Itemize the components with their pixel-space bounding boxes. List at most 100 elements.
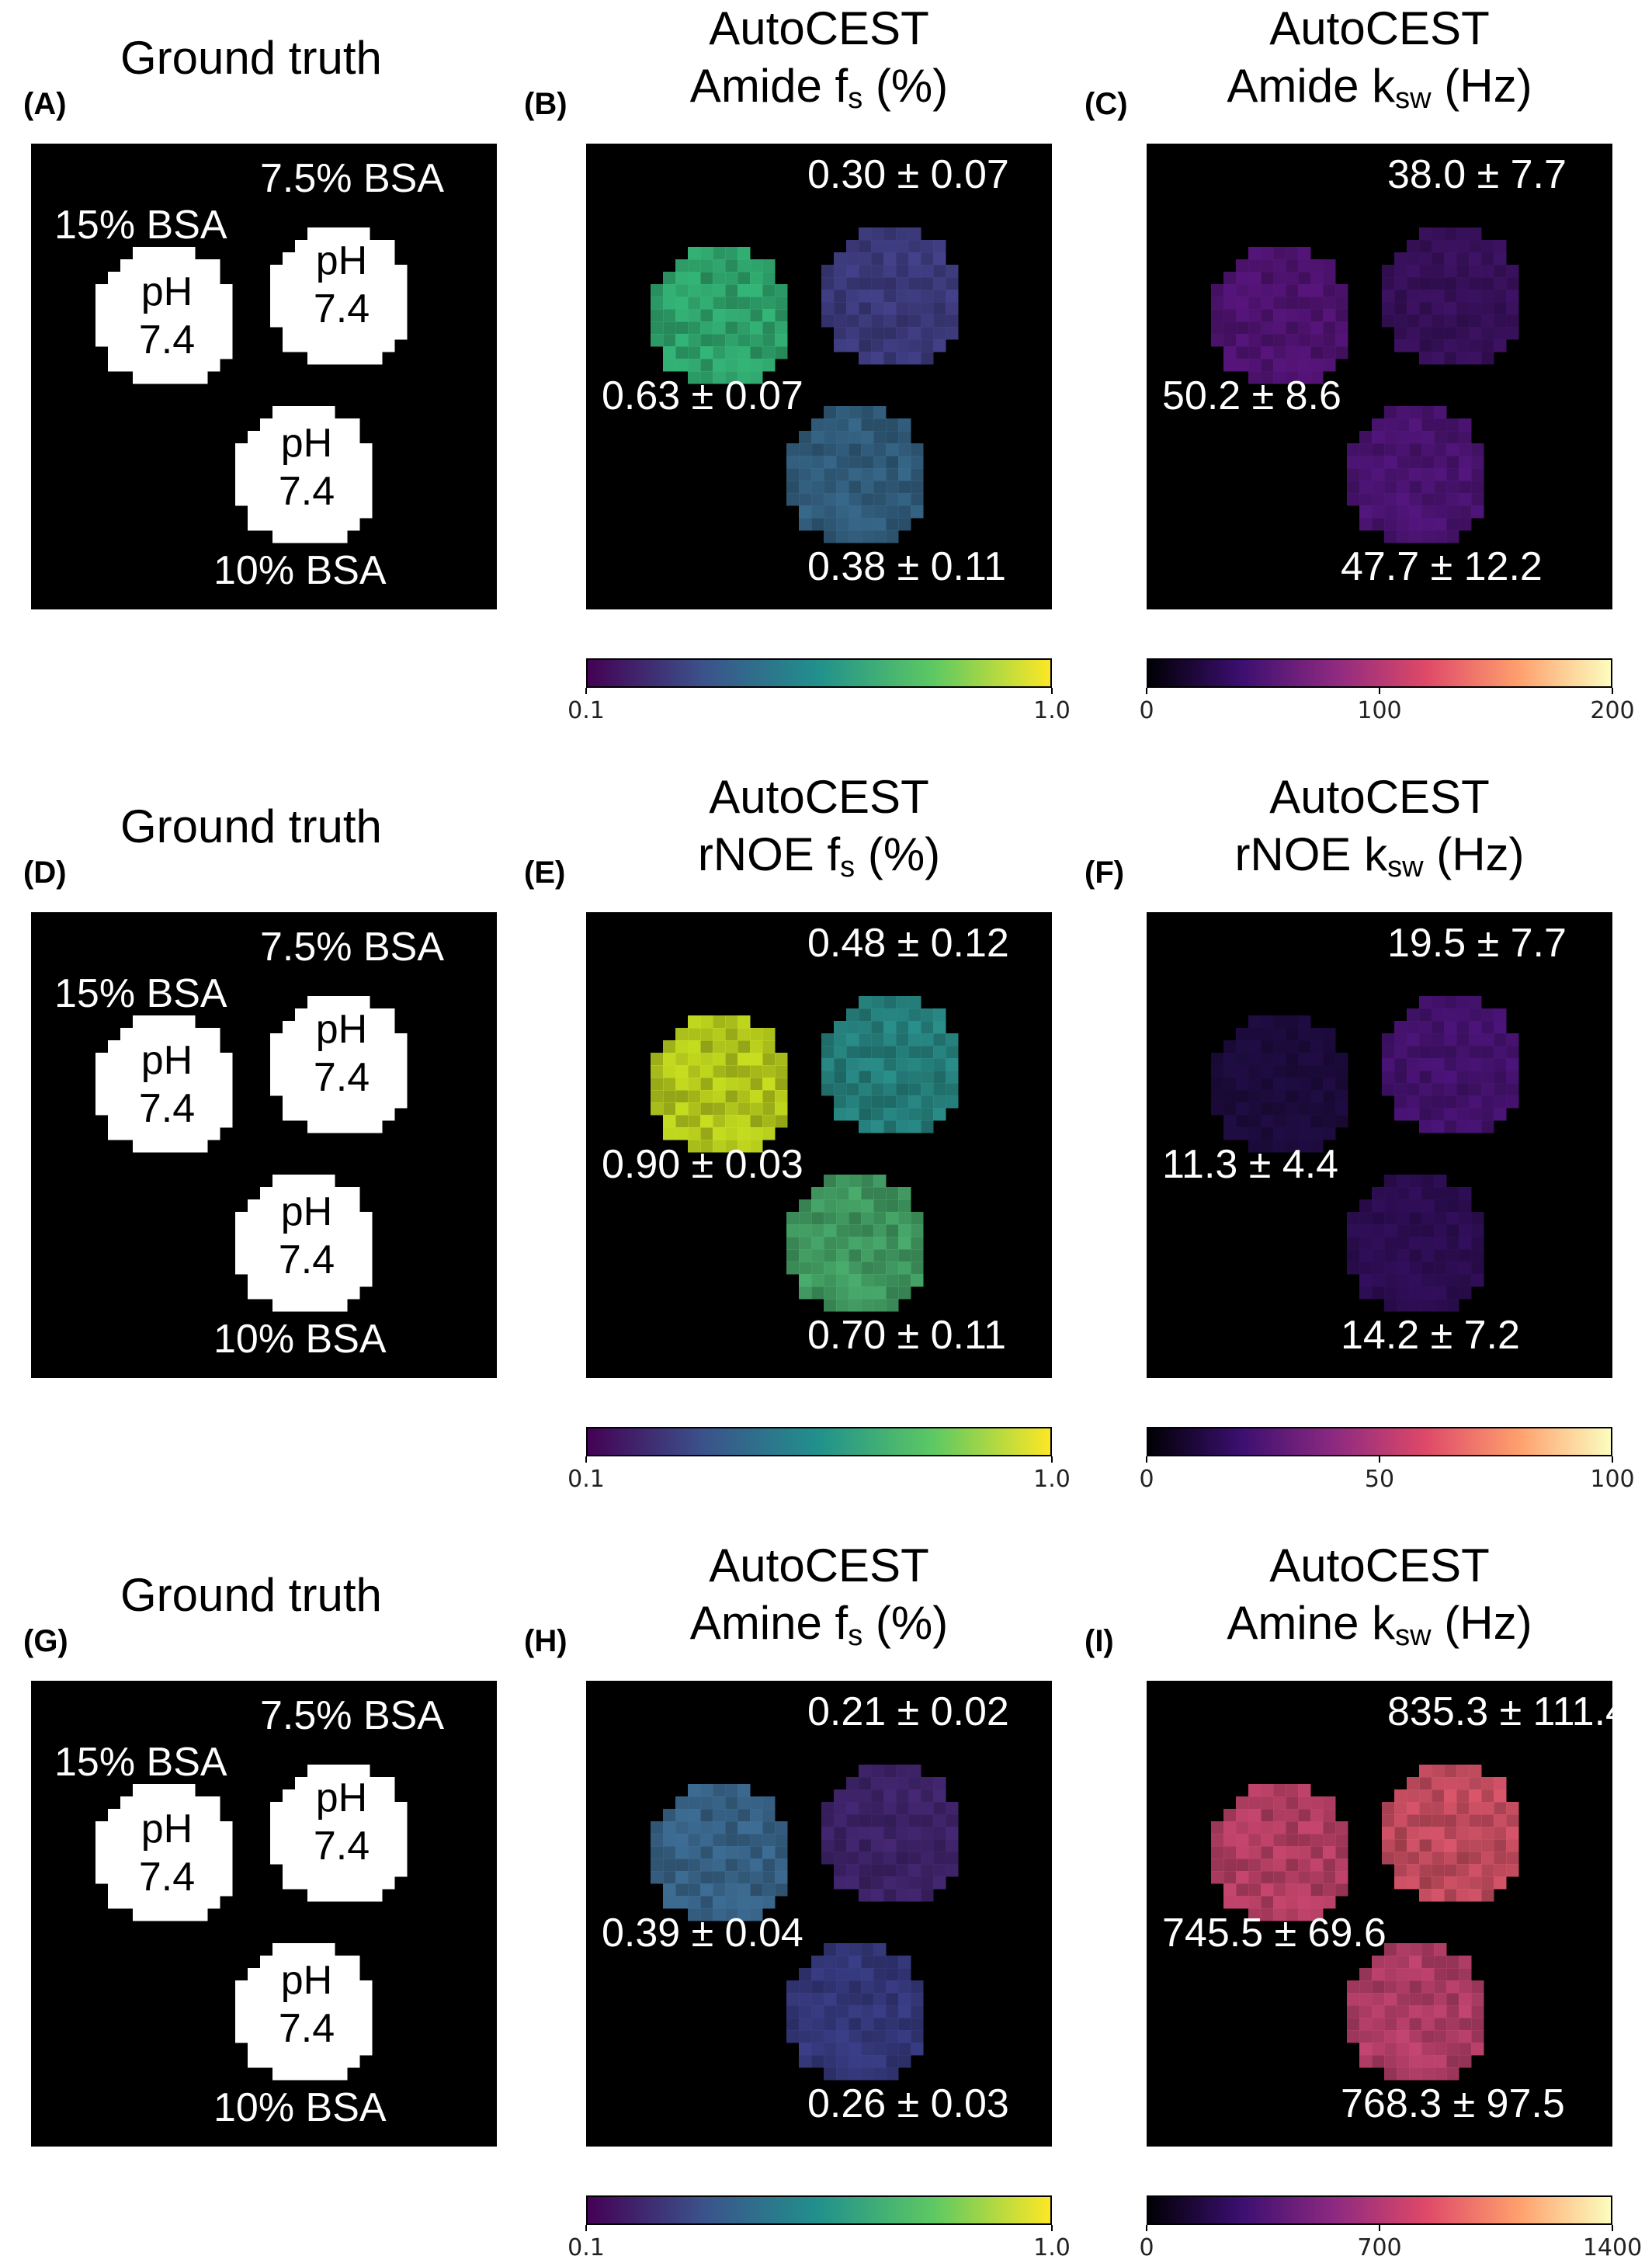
fs-map-panel: 0.30 ± 0.07 0.63 ± 0.07 0.38 ± 0.11 [586, 144, 1052, 609]
ph-value: 7.4 [313, 1055, 370, 1100]
bsa-label-10: 10% BSA [213, 2085, 387, 2130]
ph-text: pH [280, 1958, 333, 2003]
phantom-image [651, 1765, 959, 2081]
ph-value: 7.4 [313, 286, 370, 331]
colorbar-tick-label: 0.1 [567, 2234, 605, 2261]
fs-colorbar [586, 658, 1052, 688]
fs-map-panel: 0.21 ± 0.02 0.39 ± 0.04 0.26 ± 0.03 [586, 1681, 1052, 2147]
ph-label: pH 7.4 [272, 1774, 411, 1870]
colorbar-tick-label: 50 [1364, 1466, 1395, 1493]
ph-value: 7.4 [278, 1237, 335, 1282]
tube-7p5pct [821, 1765, 959, 1902]
colorbar-tick-label: 1.0 [1033, 697, 1071, 724]
title-line-1: AutoCEST [1269, 2, 1490, 54]
tube-10pct [235, 1943, 373, 2081]
stat-15pct: 50.2 ± 8.6 [1162, 373, 1341, 418]
panel-label: (C) [1085, 87, 1128, 121]
fs-map-panel: 0.48 ± 0.12 0.90 ± 0.03 0.70 ± 0.11 [586, 912, 1052, 1378]
tube-10pct [1347, 1175, 1484, 1312]
tube-7p5pct [1382, 996, 1519, 1133]
title-subscript: sw [1387, 851, 1424, 883]
colorbar-tick-mark [585, 688, 587, 694]
title-subscript: s [840, 851, 856, 883]
title-line-2: Amide ksw (Hz) [1100, 57, 1652, 127]
tube-15pct [1211, 1015, 1348, 1153]
ph-value: 7.4 [138, 1086, 196, 1131]
ksw-panel-title: AutoCEST Amine ksw (Hz) [1100, 1537, 1652, 1664]
ph-value: 7.4 [278, 469, 335, 514]
phantom-image [95, 1765, 408, 2081]
tube-10pct [1347, 1943, 1484, 2081]
ph-text: pH [315, 1775, 368, 1820]
ph-label: pH 7.4 [237, 419, 377, 515]
ph-text: pH [280, 1189, 333, 1234]
bsa-label-15: 15% BSA [54, 1740, 227, 1785]
bsa-label-7p5: 7.5% BSA [260, 1693, 445, 1738]
tube-7p5pct [1382, 227, 1519, 365]
colorbar-tick-label: 0.1 [567, 697, 605, 724]
tube-15pct [95, 247, 233, 384]
title-subscript: s [848, 1619, 863, 1652]
colorbar-tick-label: 0 [1139, 1466, 1154, 1493]
ground-truth-panel: 15% BSA 7.5% BSA 10% BSA pH 7.4 pH 7.4 pH 7.4 [31, 1681, 497, 2147]
ph-value: 7.4 [278, 2006, 335, 2051]
tube-15pct [651, 1784, 788, 1921]
title-main: Amine k [1227, 1597, 1396, 1649]
fs-panel-title: AutoCEST Amine fs (%) [540, 1537, 1098, 1664]
tube-15pct [651, 1015, 788, 1153]
tube-15pct [651, 247, 788, 384]
stat-7p5pct: 0.30 ± 0.07 [807, 152, 1009, 197]
stat-7p5pct: 38.0 ± 7.7 [1387, 152, 1567, 197]
colorbar-tick-label: 0 [1139, 2234, 1154, 2261]
phantom-image [651, 227, 959, 543]
ksw-colorbar [1147, 658, 1612, 688]
fs-panel-title: AutoCEST Amide fs (%) [540, 0, 1098, 127]
colorbar-tick-mark [1379, 2225, 1380, 2231]
colorbar-tick-label: 100 [1590, 1466, 1635, 1493]
stat-7p5pct: 835.3 ± 111.4 [1387, 1689, 1628, 1734]
ksw-panel-title: AutoCEST rNOE ksw (Hz) [1100, 769, 1652, 896]
colorbar-tick-label: 1.0 [1033, 2234, 1071, 2261]
title-main: Amide k [1227, 60, 1396, 112]
fs-colorbar [586, 1427, 1052, 1456]
tube-7p5pct [821, 227, 959, 365]
colorbar-tick-mark [1612, 688, 1613, 694]
tube-10pct [1347, 406, 1484, 543]
tube-10pct [786, 1943, 924, 2081]
title-line-2: rNOE fs (%) [540, 826, 1098, 896]
title-main: rNOE f [697, 828, 841, 880]
stat-15pct: 0.90 ± 0.03 [602, 1142, 803, 1187]
stat-15pct: 11.3 ± 4.4 [1162, 1142, 1339, 1187]
stat-15pct: 0.63 ± 0.07 [602, 373, 803, 418]
panel-label: (D) [23, 856, 67, 890]
stat-10pct: 768.3 ± 97.5 [1341, 2081, 1565, 2126]
ph-text: pH [315, 238, 368, 283]
tube-7p5pct [1382, 1765, 1519, 1902]
phantom-image [1211, 996, 1519, 1312]
bsa-label-15: 15% BSA [54, 203, 227, 248]
colorbar-tick-label: 0 [1139, 697, 1154, 724]
ph-value: 7.4 [138, 318, 196, 363]
colorbar-tick-label: 1.0 [1033, 1466, 1071, 1493]
colorbar-tick-mark [1146, 2225, 1147, 2231]
tube-15pct [95, 1784, 233, 1921]
phantom-image [651, 996, 959, 1312]
ph-text: pH [141, 269, 193, 314]
stat-7p5pct: 0.48 ± 0.12 [807, 921, 1009, 966]
stat-10pct: 0.38 ± 0.11 [807, 544, 1006, 589]
bsa-label-7p5: 7.5% BSA [260, 925, 445, 970]
panel-label: (B) [524, 87, 567, 121]
title-subscript: sw [1395, 82, 1432, 115]
title-line-2: Amine fs (%) [540, 1595, 1098, 1664]
ph-text: pH [141, 1038, 193, 1083]
bsa-label-7p5: 7.5% BSA [260, 156, 445, 201]
title-line-1: AutoCEST [709, 2, 929, 54]
stat-15pct: 0.39 ± 0.04 [602, 1911, 803, 1956]
title-line-1: AutoCEST [709, 771, 929, 823]
panel-label: (A) [23, 87, 67, 121]
tube-15pct [95, 1015, 233, 1153]
colorbar-tick-mark [585, 1456, 587, 1463]
title-line-2: Amide fs (%) [540, 57, 1098, 127]
colorbar-tick-mark [1146, 1456, 1147, 1463]
panel-label: (G) [23, 1624, 68, 1658]
